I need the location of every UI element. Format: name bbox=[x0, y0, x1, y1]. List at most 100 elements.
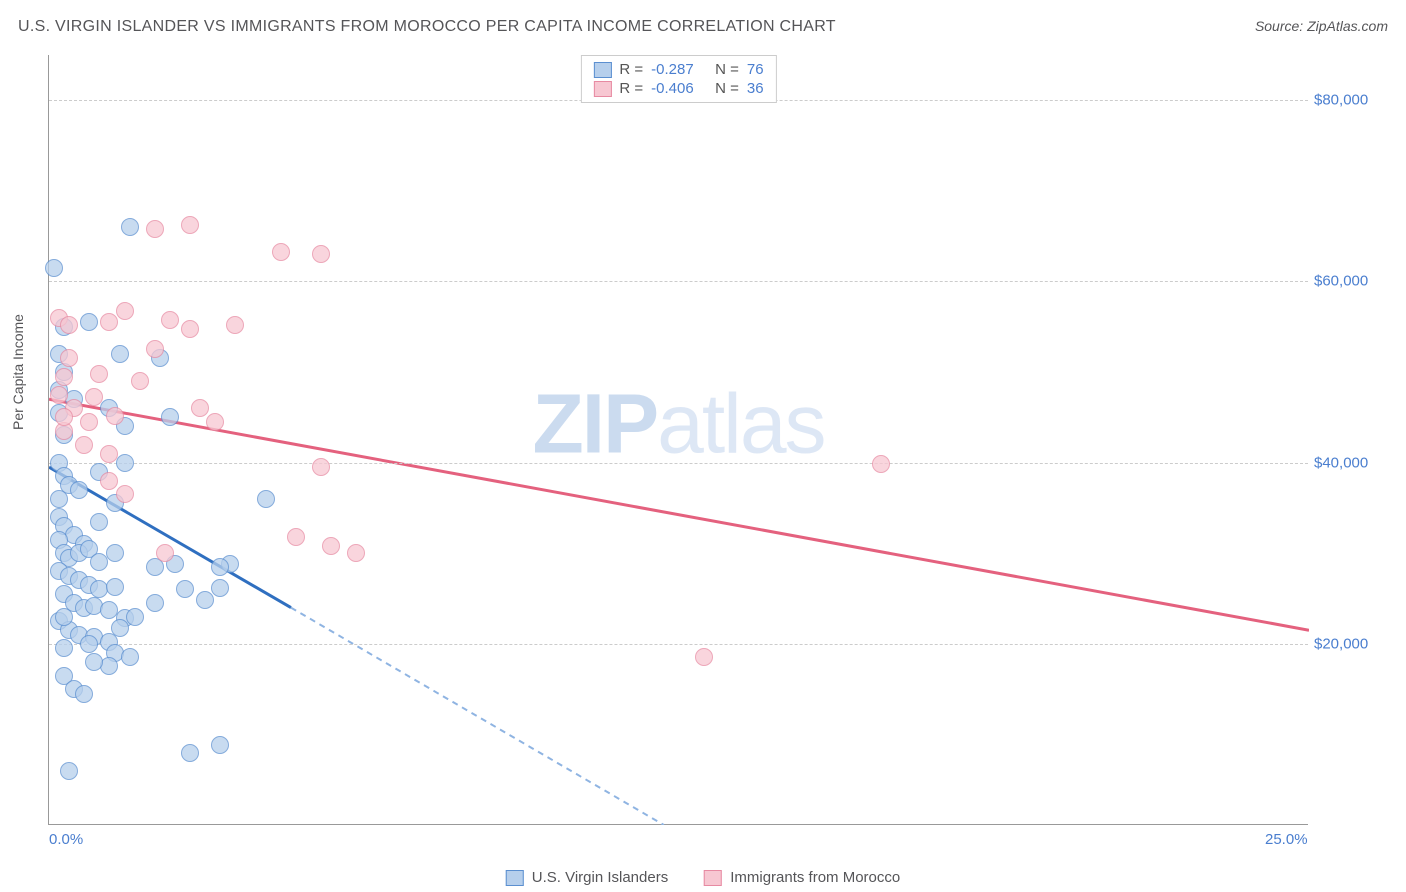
data-point bbox=[111, 619, 129, 637]
data-point bbox=[90, 513, 108, 531]
data-point bbox=[272, 243, 290, 261]
data-point bbox=[106, 578, 124, 596]
stats-row: R =-0.406N =36 bbox=[593, 79, 763, 98]
legend-item-morocco: Immigrants from Morocco bbox=[704, 869, 900, 886]
y-axis-label: Per Capita Income bbox=[10, 314, 26, 430]
source-attr: Source: ZipAtlas.com bbox=[1255, 18, 1388, 34]
data-point bbox=[121, 218, 139, 236]
chart-title: U.S. VIRGIN ISLANDER VS IMMIGRANTS FROM … bbox=[18, 18, 836, 36]
x-tick-label: 0.0% bbox=[49, 831, 83, 848]
legend-label: Immigrants from Morocco bbox=[730, 869, 900, 886]
data-point bbox=[181, 216, 199, 234]
gridline bbox=[49, 281, 1308, 282]
data-point bbox=[211, 736, 229, 754]
data-point bbox=[60, 349, 78, 367]
y-tick-label: $80,000 bbox=[1314, 92, 1394, 109]
data-point bbox=[116, 454, 134, 472]
r-value: -0.406 bbox=[651, 80, 707, 97]
r-label: R = bbox=[619, 61, 643, 78]
data-point bbox=[287, 528, 305, 546]
y-tick-label: $40,000 bbox=[1314, 454, 1394, 471]
gridline bbox=[49, 463, 1308, 464]
source-prefix: Source: bbox=[1255, 18, 1307, 34]
plot-area: ZIPatlas $20,000$40,000$60,000$80,0000.0… bbox=[48, 55, 1308, 825]
swatch-icon bbox=[593, 62, 611, 78]
watermark-bold: ZIP bbox=[532, 377, 657, 471]
data-point bbox=[176, 580, 194, 598]
y-tick-label: $20,000 bbox=[1314, 635, 1394, 652]
data-point bbox=[80, 635, 98, 653]
n-value: 76 bbox=[747, 61, 764, 78]
data-point bbox=[211, 558, 229, 576]
data-point bbox=[100, 313, 118, 331]
data-point bbox=[85, 388, 103, 406]
data-point bbox=[211, 579, 229, 597]
data-point bbox=[50, 386, 68, 404]
data-point bbox=[85, 653, 103, 671]
data-point bbox=[181, 320, 199, 338]
n-label: N = bbox=[715, 80, 739, 97]
y-tick-label: $60,000 bbox=[1314, 273, 1394, 290]
data-point bbox=[226, 316, 244, 334]
watermark: ZIPatlas bbox=[532, 376, 824, 473]
data-point bbox=[196, 591, 214, 609]
data-point bbox=[90, 365, 108, 383]
trendlines-svg bbox=[49, 55, 1309, 825]
header: U.S. VIRGIN ISLANDER VS IMMIGRANTS FROM … bbox=[18, 18, 1388, 36]
data-point bbox=[181, 744, 199, 762]
data-point bbox=[100, 445, 118, 463]
data-point bbox=[45, 259, 63, 277]
chart-container: U.S. VIRGIN ISLANDER VS IMMIGRANTS FROM … bbox=[0, 0, 1406, 892]
data-point bbox=[80, 313, 98, 331]
data-point bbox=[106, 407, 124, 425]
data-point bbox=[695, 648, 713, 666]
r-label: R = bbox=[619, 80, 643, 97]
trend-line bbox=[49, 399, 1309, 630]
data-point bbox=[70, 481, 88, 499]
data-point bbox=[121, 648, 139, 666]
swatch-icon bbox=[506, 870, 524, 886]
data-point bbox=[126, 608, 144, 626]
data-point bbox=[55, 368, 73, 386]
data-point bbox=[872, 455, 890, 473]
data-point bbox=[156, 544, 174, 562]
legend-label: U.S. Virgin Islanders bbox=[532, 869, 668, 886]
data-point bbox=[75, 436, 93, 454]
data-point bbox=[146, 220, 164, 238]
x-tick-label: 25.0% bbox=[1265, 831, 1308, 848]
data-point bbox=[111, 345, 129, 363]
data-point bbox=[55, 639, 73, 657]
data-point bbox=[55, 408, 73, 426]
data-point bbox=[161, 408, 179, 426]
r-value: -0.287 bbox=[651, 61, 707, 78]
data-point bbox=[322, 537, 340, 555]
data-point bbox=[131, 372, 149, 390]
data-point bbox=[50, 490, 68, 508]
stats-row: R = -0.287 N = 76 bbox=[593, 60, 763, 79]
swatch-icon bbox=[704, 870, 722, 886]
n-label: N = bbox=[715, 61, 739, 78]
data-point bbox=[60, 316, 78, 334]
gridline bbox=[49, 644, 1308, 645]
data-point bbox=[106, 544, 124, 562]
source-name: ZipAtlas.com bbox=[1307, 18, 1388, 34]
data-point bbox=[191, 399, 209, 417]
data-point bbox=[55, 608, 73, 626]
swatch-icon bbox=[593, 81, 611, 97]
data-point bbox=[312, 245, 330, 263]
data-point bbox=[146, 340, 164, 358]
stats-box: R =-0.287N =76R =-0.406N =36 bbox=[580, 55, 776, 103]
data-point bbox=[312, 458, 330, 476]
watermark-light: atlas bbox=[657, 377, 824, 471]
data-point bbox=[60, 762, 78, 780]
data-point bbox=[161, 311, 179, 329]
legend: U.S. Virgin Islanders Immigrants from Mo… bbox=[506, 869, 901, 886]
data-point bbox=[116, 302, 134, 320]
data-point bbox=[347, 544, 365, 562]
data-point bbox=[116, 485, 134, 503]
data-point bbox=[80, 413, 98, 431]
data-point bbox=[100, 472, 118, 490]
legend-item-usvi: U.S. Virgin Islanders bbox=[506, 869, 668, 886]
data-point bbox=[75, 685, 93, 703]
data-point bbox=[146, 594, 164, 612]
